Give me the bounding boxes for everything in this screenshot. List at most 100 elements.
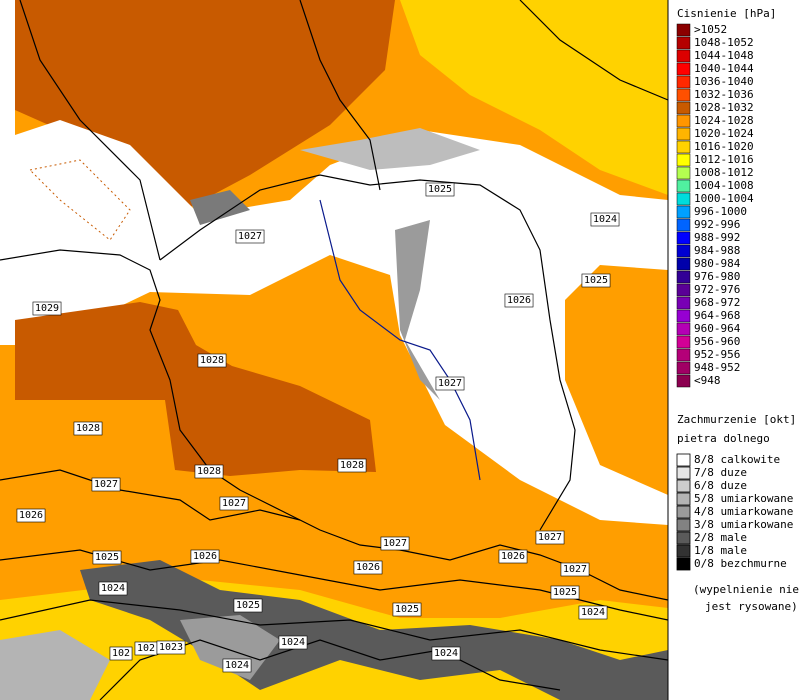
legend-swatch: [676, 361, 691, 375]
isobar-label: 1026: [507, 295, 531, 306]
legend-label: 980-984: [694, 257, 741, 270]
legend-swatch: [676, 309, 691, 323]
isobar-label-box: [504, 293, 534, 308]
cloud-field: [180, 615, 280, 680]
legend-swatch: [676, 283, 691, 297]
isobar-label-box: [431, 646, 461, 661]
isobar-label: 1024: [434, 648, 458, 659]
legend-label: 4/8 umiarkowane: [694, 505, 793, 518]
isobar-label: 1025: [395, 604, 419, 615]
isobar-label-box: [98, 581, 128, 596]
legend-swatch: [676, 544, 691, 558]
cloud-field: [395, 220, 440, 400]
isobar-label: 1027: [438, 378, 462, 389]
legend-swatch: [676, 62, 691, 76]
isobar-label-box: [353, 560, 383, 575]
legend-label: 972-976: [694, 283, 740, 296]
legend-label: 1004-1008: [694, 179, 754, 192]
legend-swatch: [676, 166, 691, 180]
legend-swatch: [676, 179, 691, 193]
legend-label: 984-988: [694, 244, 740, 257]
legend-swatch: [676, 374, 691, 388]
isobar-label: 1024: [593, 214, 617, 225]
legend-label: 1036-1040: [694, 75, 754, 88]
isobar-label-box: [219, 496, 249, 511]
legend-title: Zachmurzenie [okt]: [677, 413, 796, 426]
legend-label: 1044-1048: [694, 49, 754, 62]
isobar-label: 1028: [340, 460, 364, 471]
legend-label: 1048-1052: [694, 36, 754, 49]
isobar-label: 1027: [94, 479, 118, 490]
borders: [0, 0, 668, 700]
isobar-label: 1028: [197, 466, 221, 477]
cloud-field: [190, 190, 250, 225]
isobar-label-box: [92, 550, 122, 565]
legend-swatch: [676, 244, 691, 258]
legend-swatch: [676, 127, 691, 141]
legend-label: <948: [694, 374, 721, 387]
isobar-label: 1029: [35, 303, 59, 314]
isobar-label: 1025: [95, 552, 119, 563]
legend-swatch: [676, 257, 691, 271]
legend-label: 976-980: [694, 270, 740, 283]
legend-swatch: [676, 101, 691, 115]
legend-swatch: [676, 88, 691, 102]
legend-swatch: [676, 270, 691, 284]
legend-label: 3/8 umiarkowane: [694, 518, 793, 531]
legend-swatch: [676, 75, 691, 89]
isobar-label-box: [109, 646, 133, 661]
isobar-label-box: [16, 508, 46, 523]
isobar-label: 1025: [553, 587, 577, 598]
legend-title: Cisnienie [hPa]: [677, 7, 776, 20]
isobar-label-box: [233, 598, 263, 613]
legend-swatch: [676, 557, 691, 571]
legend-label: 1032-1036: [694, 88, 754, 101]
pressure-field: [15, 302, 376, 476]
legend-swatch: [676, 49, 691, 63]
isobar-label-box: [380, 536, 410, 551]
cloud-field: [0, 630, 110, 700]
legend-label: 992-996: [694, 218, 740, 231]
legend-label: 964-968: [694, 309, 740, 322]
legend-swatch: [676, 153, 691, 167]
isobar-label-box: [560, 562, 590, 577]
legend-label: 968-972: [694, 296, 740, 309]
legend-swatch: [676, 140, 691, 154]
isobar-label: 102: [137, 643, 155, 654]
legend-label: 952-956: [694, 348, 740, 361]
isobar-label-box: [581, 273, 611, 288]
legend-swatch: [676, 453, 691, 467]
isobar-label-box: [590, 212, 620, 227]
isobar-label-box: [222, 658, 252, 673]
isobar-label-box: [190, 549, 220, 564]
isobar-label: 1026: [356, 562, 380, 573]
river: [319, 199, 481, 481]
pressure-field: [400, 0, 668, 195]
isobar-label: 1028: [76, 423, 100, 434]
isobar-label: 1027: [538, 532, 562, 543]
isobar-label: 1025: [236, 600, 260, 611]
isobar-label-box: [32, 301, 62, 316]
isobar-label-box: [498, 549, 528, 564]
legend-label: 1000-1004: [694, 192, 754, 205]
legend-label: 1020-1024: [694, 127, 754, 140]
legend-swatch: [676, 231, 691, 245]
legend-label: 996-1000: [694, 205, 747, 218]
cloud-field: [300, 128, 480, 170]
legend-label: 1008-1012: [694, 166, 754, 179]
legend-swatch: [676, 192, 691, 206]
isobar-labels: 1025 1024 1027 1025 1026 1029 1028 1027 1028 1028…: [16, 182, 620, 673]
isobar-label: 1024: [581, 607, 605, 618]
legend-swatch: [676, 114, 691, 128]
map: 1025 1024 1027 1025 1026 1029 1028 1027 1028 1028…: [0, 0, 668, 700]
isobar-label-box: [435, 376, 465, 391]
isobar-label: 1024: [225, 660, 249, 671]
isobar-label-box: [156, 640, 186, 655]
isobar-label-box: [235, 229, 265, 244]
isobar-label: 1023: [159, 642, 183, 653]
legend-swatch: [676, 466, 691, 480]
isobar-label-box: [550, 585, 580, 600]
legend-swatch: [676, 518, 691, 532]
